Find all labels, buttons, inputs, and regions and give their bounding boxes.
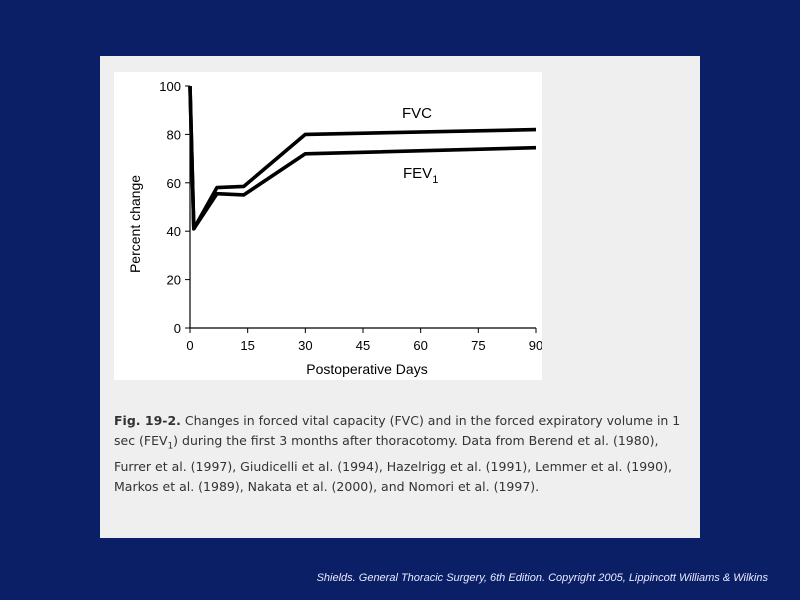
caption-text-1: Changes in forced vital capacity (FVC) a… <box>114 413 681 448</box>
x-tick-label: 30 <box>298 338 312 353</box>
caption-lead: Fig. 19-2. <box>114 413 181 428</box>
y-tick-label: 80 <box>167 127 181 142</box>
series-label-fev1: FEV1 <box>403 165 438 186</box>
x-tick-label: 60 <box>413 338 427 353</box>
line-chart: 0 20 40 60 80 100 0 15 30 45 60 75 90 FVC FEV1 Percen… <box>127 79 542 377</box>
series-line-fvc <box>188 85 537 231</box>
x-tick-label: 0 <box>186 338 193 353</box>
chart-area: 0 20 40 60 80 100 0 15 30 45 60 75 90 FVC FEV1 Percen… <box>114 72 542 380</box>
axes: 0 20 40 60 80 100 0 15 30 45 60 75 90 <box>159 79 542 353</box>
x-tick-label: 90 <box>529 338 542 353</box>
figure-panel: 0 20 40 60 80 100 0 15 30 45 60 75 90 FVC FEV1 Percen… <box>100 56 700 538</box>
y-axis-label: Percent change <box>127 175 143 273</box>
series-line-fev1 <box>188 85 537 231</box>
y-tick-label: 60 <box>167 176 181 191</box>
y-tick-label: 40 <box>167 224 181 239</box>
x-axis-label: Postoperative Days <box>306 361 427 377</box>
caption-text-2: ) during the first 3 months after thorac… <box>114 433 672 494</box>
series-layer: FVC FEV1 <box>188 85 537 231</box>
source-credit: Shields. General Thoracic Surgery, 6th E… <box>316 572 768 584</box>
caption-subscript: 1 <box>167 441 174 452</box>
series-label-fev1-subscript: 1 <box>432 174 438 186</box>
x-tick-label: 75 <box>471 338 485 353</box>
x-tick-label: 15 <box>240 338 254 353</box>
y-tick-label: 20 <box>167 273 181 288</box>
figure-caption: Fig. 19-2. Changes in forced vital capac… <box>114 411 690 497</box>
y-tick-label: 100 <box>159 79 181 94</box>
x-tick-label: 45 <box>356 338 370 353</box>
series-label-fvc: FVC <box>402 105 432 122</box>
y-tick-label: 0 <box>174 321 181 336</box>
